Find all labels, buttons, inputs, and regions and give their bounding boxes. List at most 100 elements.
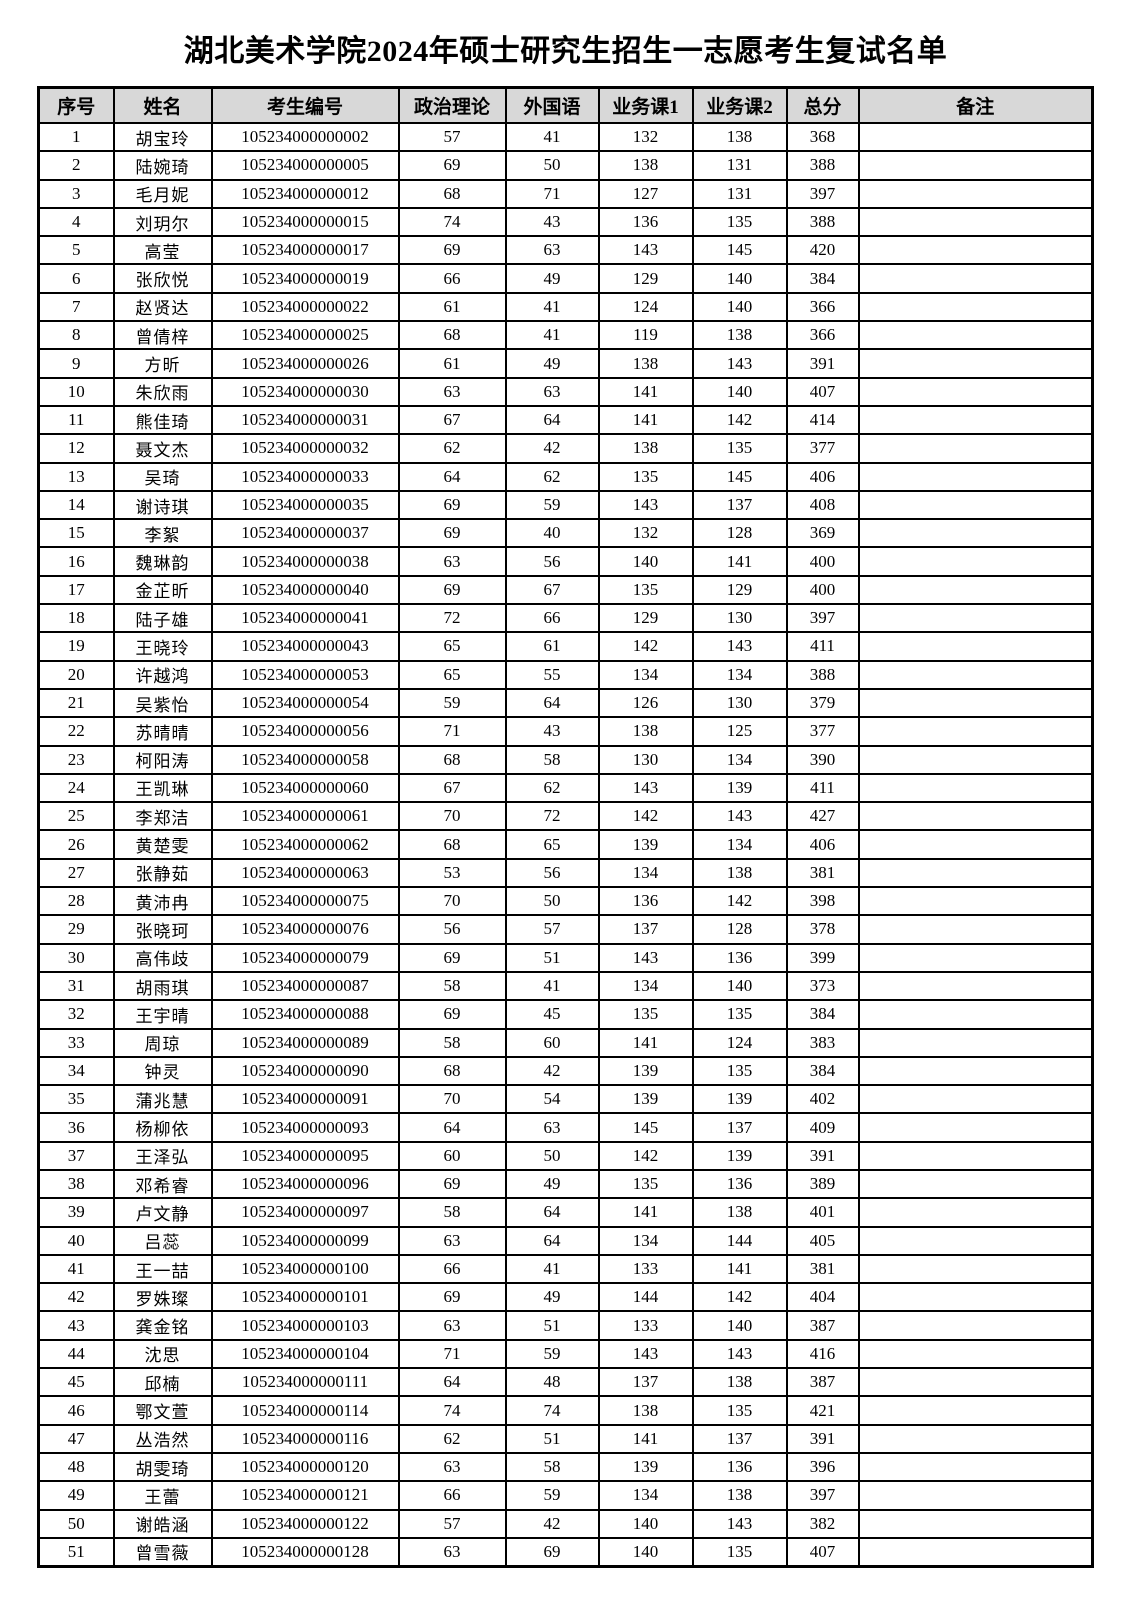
cell-name: 曾倩梓 [112, 320, 213, 351]
cell-foreign-language-score: 63 [504, 376, 600, 407]
cell-course1-score: 134 [597, 659, 694, 690]
cell-politics-score: 61 [397, 348, 507, 379]
cell-total-score: 399 [785, 942, 860, 973]
table-row: 49 王蕾 105234000000121 66 59 134 138 397 [37, 1480, 1094, 1511]
cell-candidate-id: 105234000000111 [210, 1367, 400, 1398]
cell-total-score: 366 [785, 291, 860, 323]
cell-candidate-id: 105234000000075 [210, 886, 400, 917]
cell-name: 吴琦 [112, 461, 213, 492]
cell-course2-score: 138 [691, 121, 788, 153]
cell-name: 金芷昕 [112, 574, 213, 606]
cell-total-score: 384 [785, 1055, 860, 1087]
cell-remark [857, 1367, 1094, 1398]
cell-seq: 27 [37, 857, 115, 889]
cell-total-score: 366 [785, 320, 860, 351]
cell-foreign-language-score: 51 [504, 942, 600, 973]
table-row: 37 王泽弘 105234000000095 60 50 142 139 391 [37, 1140, 1094, 1171]
cell-total-score: 397 [785, 1480, 860, 1511]
table-row: 3 毛月妮 105234000000012 68 71 127 131 397 [37, 178, 1094, 209]
cell-seq: 37 [37, 1140, 115, 1171]
cell-total-score: 414 [785, 404, 860, 436]
cell-seq: 23 [37, 744, 115, 775]
cell-remark [857, 1451, 1094, 1483]
cell-politics-score: 69 [397, 235, 507, 266]
column-header-remark: 备注 [857, 86, 1094, 124]
cell-total-score: 411 [785, 772, 860, 804]
cell-politics-score: 70 [397, 801, 507, 832]
cell-candidate-id: 105234000000090 [210, 1055, 400, 1087]
cell-remark [857, 970, 1094, 1002]
cell-candidate-id: 105234000000076 [210, 914, 400, 945]
cell-candidate-id: 105234000000053 [210, 659, 400, 690]
cell-course2-score: 130 [691, 603, 788, 634]
table-row: 14 谢诗琪 105234000000035 69 59 143 137 408 [37, 489, 1094, 521]
cell-remark [857, 744, 1094, 775]
cell-foreign-language-score: 72 [504, 801, 600, 832]
cell-seq: 39 [37, 1197, 115, 1228]
cell-course1-score: 135 [597, 999, 694, 1030]
cell-course2-score: 136 [691, 1168, 788, 1200]
cell-remark [857, 518, 1094, 549]
cell-seq: 12 [37, 433, 115, 464]
cell-total-score: 387 [785, 1367, 860, 1398]
table-row: 5 高莹 105234000000017 69 63 143 145 420 [37, 235, 1094, 266]
cell-remark [857, 404, 1094, 436]
cell-course1-score: 138 [597, 150, 694, 181]
cell-candidate-id: 105234000000093 [210, 1112, 400, 1143]
cell-course1-score: 141 [597, 376, 694, 407]
cell-remark [857, 942, 1094, 973]
cell-total-score: 368 [785, 121, 860, 153]
cell-seq: 49 [37, 1480, 115, 1511]
cell-seq: 35 [37, 1084, 115, 1115]
cell-seq: 40 [37, 1225, 115, 1256]
table-row: 10 朱欣雨 105234000000030 63 63 141 140 407 [37, 376, 1094, 407]
cell-total-score: 381 [785, 857, 860, 889]
cell-remark [857, 1423, 1094, 1454]
cell-foreign-language-score: 54 [504, 1084, 600, 1115]
cell-politics-score: 65 [397, 659, 507, 690]
table-row: 26 黄楚雯 105234000000062 68 65 139 134 406 [37, 829, 1094, 860]
cell-total-score: 387 [785, 1310, 860, 1341]
cell-course2-score: 138 [691, 1480, 788, 1511]
cell-politics-score: 69 [397, 1282, 507, 1313]
cell-seq: 44 [37, 1338, 115, 1370]
cell-course1-score: 137 [597, 914, 694, 945]
cell-remark [857, 659, 1094, 690]
cell-name: 吴紫怡 [112, 687, 213, 719]
cell-candidate-id: 105234000000089 [210, 1027, 400, 1058]
table-row: 21 吴紫怡 105234000000054 59 64 126 130 379 [37, 687, 1094, 719]
cell-course1-score: 136 [597, 886, 694, 917]
table-row: 28 黄沛冉 105234000000075 70 50 136 142 398 [37, 886, 1094, 917]
cell-course1-score: 136 [597, 206, 694, 238]
cell-total-score: 416 [785, 1338, 860, 1370]
cell-total-score: 379 [785, 687, 860, 719]
table-row: 20 许越鸿 105234000000053 65 55 134 134 388 [37, 659, 1094, 690]
cell-seq: 47 [37, 1423, 115, 1454]
cell-remark [857, 1055, 1094, 1087]
cell-remark [857, 1197, 1094, 1228]
cell-foreign-language-score: 48 [504, 1367, 600, 1398]
cell-total-score: 391 [785, 348, 860, 379]
cell-name: 熊佳琦 [112, 404, 213, 436]
cell-seq: 11 [37, 404, 115, 436]
cell-course2-score: 140 [691, 376, 788, 407]
cell-politics-score: 53 [397, 857, 507, 889]
cell-remark [857, 999, 1094, 1030]
cell-total-score: 400 [785, 546, 860, 577]
cell-seq: 41 [37, 1253, 115, 1285]
table-row: 7 赵贤达 105234000000022 61 41 124 140 366 [37, 291, 1094, 323]
cell-seq: 5 [37, 235, 115, 266]
cell-politics-score: 72 [397, 603, 507, 634]
cell-course2-score: 134 [691, 659, 788, 690]
cell-seq: 31 [37, 970, 115, 1002]
cell-seq: 1 [37, 121, 115, 153]
cell-foreign-language-score: 41 [504, 121, 600, 153]
cell-course1-score: 124 [597, 291, 694, 323]
cell-politics-score: 63 [397, 1536, 507, 1568]
cell-course1-score: 134 [597, 1480, 694, 1511]
cell-total-score: 383 [785, 1027, 860, 1058]
header-row: 序号 姓名 考生编号 政治理论 外国语 业务课1 业务课2 总分 备注 [37, 86, 1094, 124]
cell-remark [857, 546, 1094, 577]
cell-foreign-language-score: 59 [504, 1338, 600, 1370]
cell-course2-score: 143 [691, 801, 788, 832]
